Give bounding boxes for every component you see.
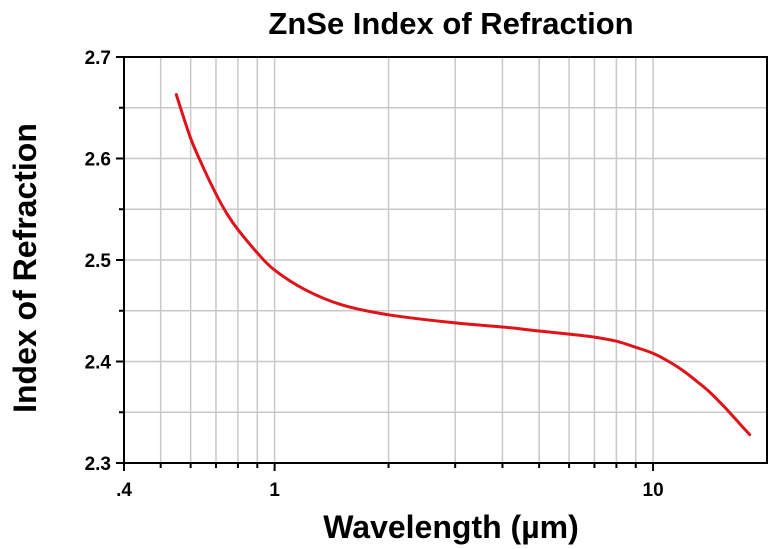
x-axis-title: Wavelength (µm) (323, 509, 578, 545)
y-tick-label: 2.7 (85, 48, 111, 69)
y-axis-title: Index of Refraction (7, 123, 43, 413)
x-tick-label: 10 (643, 480, 664, 501)
y-gridlines (124, 107, 767, 413)
series-line-znse (174, 93, 752, 437)
y-tick-label: 2.5 (85, 251, 112, 272)
x-tick-label: .4 (116, 480, 132, 501)
x-tick-label: 1 (269, 480, 280, 501)
y-tick-labels: 2.3 2.4 2.5 2.6 2.7 (85, 48, 112, 475)
y-tick-label: 2.6 (85, 150, 111, 171)
x-tick-labels: .4 1 10 (116, 480, 664, 501)
series-layer (174, 93, 752, 437)
chart-title: ZnSe Index of Refraction (268, 6, 633, 41)
axis-ticks (116, 56, 655, 471)
y-tick-label: 2.3 (85, 454, 111, 475)
y-tick-label: 2.4 (85, 353, 112, 374)
